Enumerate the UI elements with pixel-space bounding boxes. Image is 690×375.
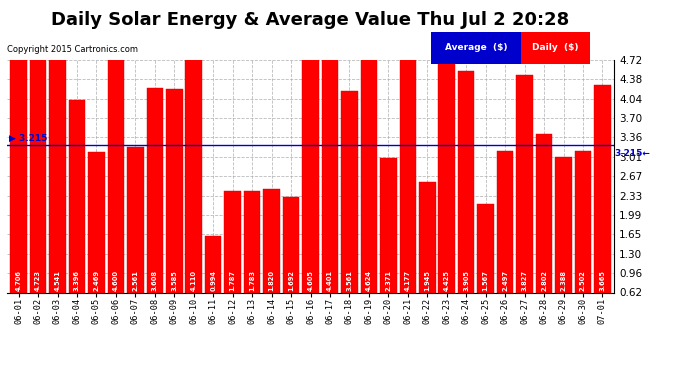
Bar xyxy=(516,75,533,292)
Text: 3.561: 3.561 xyxy=(346,270,353,291)
Text: 4.177: 4.177 xyxy=(405,270,411,291)
Bar xyxy=(186,59,202,292)
Bar xyxy=(438,42,455,292)
Bar xyxy=(264,189,280,292)
Bar xyxy=(322,43,338,292)
Text: 2.802: 2.802 xyxy=(541,270,547,291)
Text: 3.665: 3.665 xyxy=(600,270,605,291)
Text: 4.541: 4.541 xyxy=(55,270,61,291)
Text: 3.585: 3.585 xyxy=(171,271,177,291)
Text: 4.706: 4.706 xyxy=(16,270,21,291)
Bar xyxy=(361,30,377,292)
Text: 4.425: 4.425 xyxy=(444,270,450,291)
Text: 0.994: 0.994 xyxy=(210,270,216,291)
Bar xyxy=(10,26,27,292)
Text: 2.388: 2.388 xyxy=(560,270,566,291)
Bar xyxy=(400,56,416,292)
Text: 4.110: 4.110 xyxy=(190,270,197,291)
Bar xyxy=(555,157,572,292)
Bar xyxy=(127,147,144,292)
Text: 1.567: 1.567 xyxy=(482,270,489,291)
Text: 1.945: 1.945 xyxy=(424,270,431,291)
Bar xyxy=(69,100,86,292)
Bar xyxy=(419,182,435,292)
Text: Average  ($): Average ($) xyxy=(445,44,507,52)
Bar xyxy=(244,191,260,292)
Bar xyxy=(49,35,66,292)
Bar xyxy=(341,91,357,292)
Text: Daily Solar Energy & Average Value Thu Jul 2 20:28: Daily Solar Energy & Average Value Thu J… xyxy=(51,11,570,29)
Text: 2.561: 2.561 xyxy=(132,270,139,291)
Text: 4.401: 4.401 xyxy=(327,270,333,291)
Text: 4.624: 4.624 xyxy=(366,270,372,291)
Bar xyxy=(380,158,397,292)
Bar xyxy=(302,32,319,292)
Bar xyxy=(283,196,299,292)
Text: 3.396: 3.396 xyxy=(74,270,80,291)
Text: 4.723: 4.723 xyxy=(35,270,41,291)
Text: 1.692: 1.692 xyxy=(288,270,294,291)
Bar xyxy=(594,85,611,292)
Bar xyxy=(458,71,475,292)
Bar xyxy=(30,25,46,292)
Text: 3.905: 3.905 xyxy=(463,270,469,291)
Bar xyxy=(535,134,552,292)
Text: 1.787: 1.787 xyxy=(230,270,236,291)
Bar xyxy=(497,151,513,292)
Text: Copyright 2015 Cartronics.com: Copyright 2015 Cartronics.com xyxy=(7,45,138,54)
Bar xyxy=(477,204,494,292)
Text: 3.608: 3.608 xyxy=(152,270,158,291)
Bar xyxy=(575,151,591,292)
Text: 3.827: 3.827 xyxy=(522,270,528,291)
Bar xyxy=(224,191,241,292)
Text: 2.469: 2.469 xyxy=(93,270,99,291)
Text: 2.497: 2.497 xyxy=(502,270,508,291)
Text: 3.215←: 3.215← xyxy=(614,149,650,158)
Text: 1.820: 1.820 xyxy=(268,270,275,291)
Bar xyxy=(146,88,163,292)
Text: 2.502: 2.502 xyxy=(580,270,586,291)
Text: Daily  ($): Daily ($) xyxy=(532,44,579,52)
Text: 4.600: 4.600 xyxy=(113,270,119,291)
Bar xyxy=(166,89,183,292)
Bar xyxy=(88,153,105,292)
Bar xyxy=(108,32,124,292)
Text: 2.371: 2.371 xyxy=(385,270,391,291)
Bar xyxy=(205,236,221,292)
Text: ▶ 3.215: ▶ 3.215 xyxy=(9,134,47,143)
Text: 4.605: 4.605 xyxy=(308,270,313,291)
Text: 1.783: 1.783 xyxy=(249,270,255,291)
